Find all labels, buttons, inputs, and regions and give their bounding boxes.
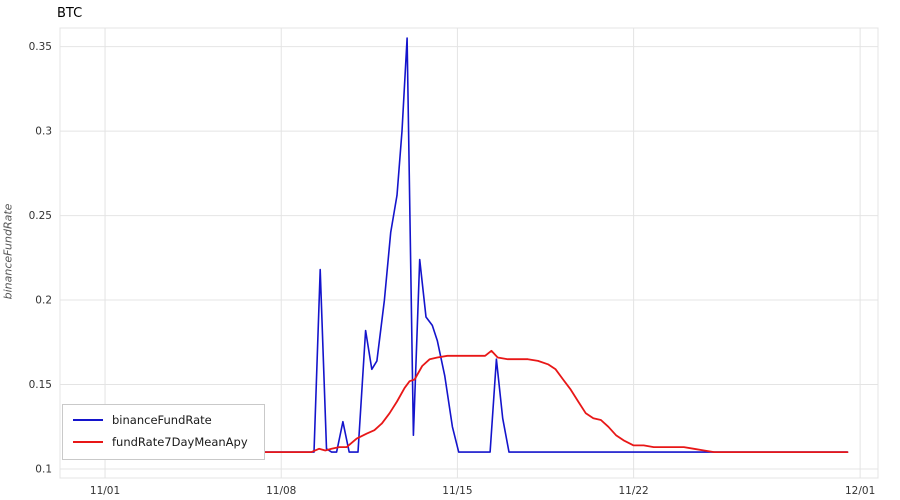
y-tick-label: 0.15 <box>29 379 52 391</box>
legend-line-swatch-red <box>73 441 103 443</box>
series-line-binancefundrate <box>230 37 849 453</box>
x-tick-label: 11/22 <box>618 485 648 497</box>
plot-border <box>59 27 879 479</box>
y-tick-label: 0.3 <box>35 126 52 138</box>
x-tick-label: 11/15 <box>442 485 472 497</box>
y-tick-label: 0.2 <box>35 295 52 307</box>
x-tick-label: 11/01 <box>90 485 120 497</box>
legend: binanceFundRate fundRate7DayMeanApy <box>62 404 265 460</box>
legend-item-binancefundrate: binanceFundRate <box>73 413 248 427</box>
y-tick-label: 0.25 <box>29 210 52 222</box>
x-tick-label: 11/08 <box>266 485 296 497</box>
legend-item-fundrate7daymeanapy: fundRate7DayMeanApy <box>73 435 248 449</box>
legend-label-fundrate7daymeanapy: fundRate7DayMeanApy <box>112 435 248 449</box>
y-tick-label: 0.35 <box>29 41 52 53</box>
chart-title: BTC <box>57 6 83 21</box>
x-tick-label: 12/01 <box>845 485 875 497</box>
legend-label-binancefundrate: binanceFundRate <box>112 413 212 427</box>
y-axis-title: binanceFundRate <box>1 203 15 300</box>
legend-line-swatch-blue <box>73 419 103 421</box>
series-line-fundrate7daymeanapy <box>252 349 849 454</box>
y-tick-label: 0.1 <box>35 464 52 476</box>
